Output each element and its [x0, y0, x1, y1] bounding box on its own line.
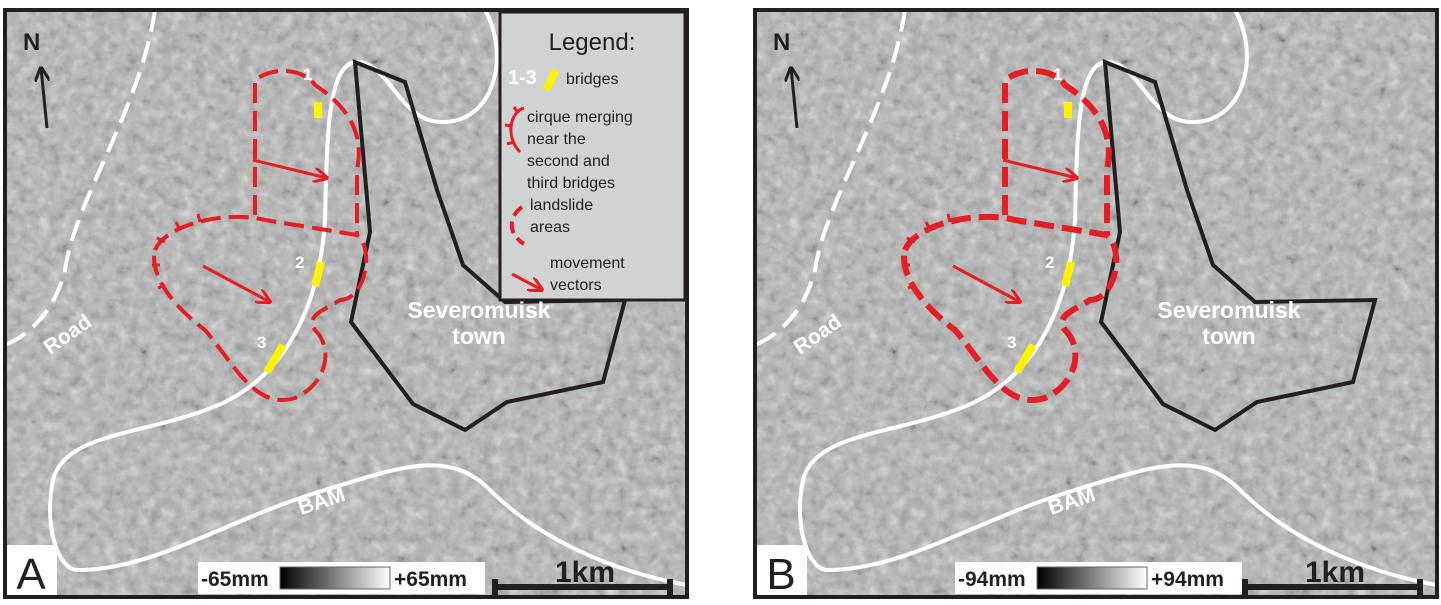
legend-bridge-symbol: 1-3: [508, 67, 537, 89]
bridge-label: 3: [1007, 333, 1016, 352]
legend-bridge-label: bridges: [566, 71, 618, 88]
legend: Legend: 1-3 bridges cirque merging near the s…: [500, 12, 685, 300]
north-label: N: [23, 29, 40, 56]
figure: 123RoadSeveromuisktownBAMNA-65mm+65mm1km…: [0, 0, 1441, 600]
colorbar-min: -94mm: [958, 568, 1026, 591]
bridge-label: 1: [1053, 65, 1062, 84]
legend-landslide-label: landslide: [530, 197, 593, 214]
legend-vector-label: vectors: [550, 277, 602, 294]
legend-cirque-label: near the: [527, 131, 586, 148]
colorbar: [1037, 567, 1147, 589]
bridge-label: 2: [1045, 253, 1054, 272]
legend-cirque-label: cirque merging: [527, 109, 633, 126]
panel-label: B: [766, 550, 795, 599]
colorbar-max: +94mm: [1151, 568, 1224, 591]
legend-cirque-label: third bridges: [527, 175, 615, 192]
legend-landslide-label: areas: [530, 219, 570, 236]
legend-vector-label: movement: [550, 255, 625, 272]
town-label: town: [452, 323, 506, 349]
town-label: Severomuisk: [1157, 297, 1300, 323]
legend-title: Legend:: [549, 29, 636, 56]
town-label: town: [1202, 323, 1256, 349]
bridge-label: 3: [257, 333, 266, 352]
colorbar: [280, 567, 390, 589]
north-label: N: [773, 29, 790, 56]
bridge-label: 1: [303, 65, 312, 84]
panel-label: A: [16, 550, 46, 599]
colorbar-min: -65mm: [201, 568, 269, 591]
colorbar-max: +65mm: [394, 568, 467, 591]
map-tone: [755, 10, 1437, 597]
legend-cirque-label: second and: [527, 153, 610, 170]
bridge-label: 2: [295, 253, 304, 272]
